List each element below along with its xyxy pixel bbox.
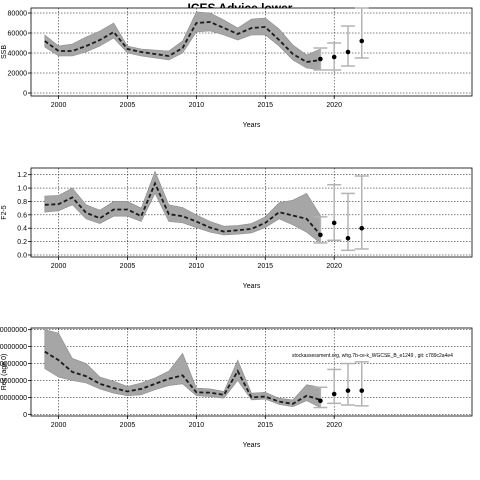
f-forecast-point bbox=[331, 220, 337, 226]
rec-y-tick-label: 0 bbox=[23, 412, 27, 419]
f-x-tick-label: 2010 bbox=[189, 263, 205, 270]
rec-y-tick-label: 300000000 bbox=[0, 361, 27, 368]
f-y-tick-label: 0.8 bbox=[17, 199, 27, 206]
rec-x-tick-label: 2000 bbox=[51, 422, 67, 429]
rec-forecast-point bbox=[331, 391, 337, 397]
ssb-x-tick-label: 2015 bbox=[257, 102, 273, 109]
ssb-forecast-point bbox=[318, 56, 323, 62]
ssb-forecast-point bbox=[345, 49, 351, 55]
f-y-tick-label: 0.0 bbox=[17, 252, 27, 259]
ssb-x-tick-label: 2020 bbox=[326, 102, 342, 109]
f-y-tick-label: 0.6 bbox=[17, 212, 27, 219]
f-y-axis-label: F2-5 bbox=[1, 205, 8, 220]
ssb-estimate-line bbox=[44, 21, 321, 63]
rec-forecast-point bbox=[345, 388, 351, 393]
f-x-tick-label: 2005 bbox=[120, 263, 136, 270]
ssb-y-tick-label: 20000 bbox=[8, 71, 28, 78]
ssb-panel: 2000 2005 2010 2015 2020 0 20000 40000 60000 8000… bbox=[1, 7, 473, 129]
rec-estimate-line bbox=[44, 350, 321, 405]
f-y-tick-label: 0.4 bbox=[17, 226, 27, 233]
f-forecast-point bbox=[318, 232, 323, 238]
rec-y-tick-label: 400000000 bbox=[0, 344, 27, 351]
ssb-plot-frame bbox=[30, 7, 473, 97]
ssb-y-tick-label: 40000 bbox=[8, 51, 28, 58]
ssb-y-tick-label: 0 bbox=[23, 91, 27, 98]
f-x-axis-label: Years bbox=[243, 283, 261, 290]
rec-forecast-point bbox=[318, 398, 323, 404]
ssb-forecast-point bbox=[331, 54, 337, 60]
rec-y-axis-label: Rec (age 0) bbox=[1, 354, 8, 391]
f-y-tick-label: 0.2 bbox=[17, 239, 27, 246]
ssb-x-tick-label: 2000 bbox=[51, 102, 67, 109]
f-forecast-point bbox=[359, 225, 365, 231]
rec-x-tick-label: 2015 bbox=[257, 422, 273, 429]
f-x-tick-label: 2000 bbox=[51, 263, 67, 270]
ssb-y-axis-label: SSB bbox=[1, 45, 8, 59]
rec-x-tick-label: 2020 bbox=[326, 422, 342, 429]
rec-forecast-point bbox=[359, 388, 365, 393]
rec-plot-frame bbox=[30, 327, 473, 417]
rec-x-tick-label: 2010 bbox=[189, 422, 205, 429]
f-x-tick-label: 2015 bbox=[257, 263, 273, 270]
ssb-x-tick-label: 2010 bbox=[189, 102, 205, 109]
fishing-mortality-panel: 2000 2005 2010 2015 2020 0.0 0.2 0.4 0.6 0.8 1.0 1.… bbox=[1, 167, 473, 290]
ssb-y-tick-label: 60000 bbox=[8, 31, 28, 38]
source-note: stockassessment.org, whg.7b-ce-k_WGCSE_B… bbox=[292, 353, 453, 359]
rec-x-tick-label: 2005 bbox=[120, 422, 136, 429]
ssb-forecast-point bbox=[359, 38, 365, 44]
f-y-tick-label: 1.0 bbox=[17, 186, 27, 193]
rec-y-tick-label: 500000000 bbox=[0, 327, 27, 334]
rec-x-axis-label: Years bbox=[243, 442, 261, 449]
f-forecast-point bbox=[345, 235, 351, 241]
f-x-tick-label: 2020 bbox=[326, 263, 342, 270]
rec-y-tick-label: 100000000 bbox=[0, 395, 27, 402]
ssb-x-tick-label: 2005 bbox=[120, 102, 136, 109]
ssb-y-tick-label: 80000 bbox=[8, 11, 28, 18]
ssb-x-axis-label: Years bbox=[243, 122, 261, 129]
f-estimate-line bbox=[44, 181, 322, 236]
f-y-tick-label: 1.2 bbox=[17, 172, 27, 179]
